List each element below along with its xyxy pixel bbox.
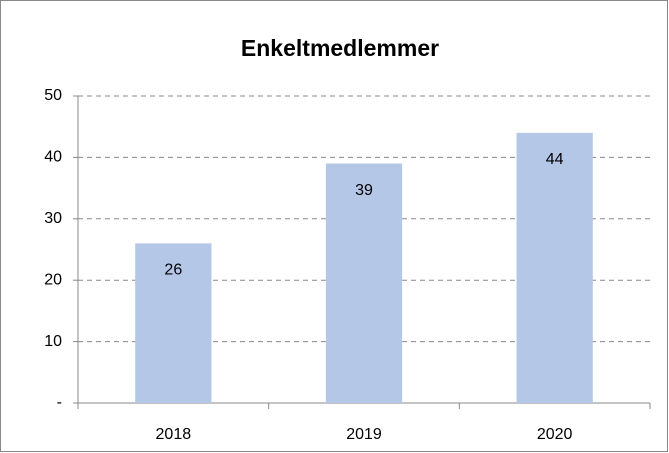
bar <box>135 243 212 403</box>
data-label: 26 <box>164 262 182 279</box>
data-label: 44 <box>546 151 564 168</box>
chart-title: Enkeltmedlemmer <box>241 35 439 61</box>
x-tick-label: 2020 <box>537 426 573 443</box>
y-tick-label: 10 <box>44 333 62 350</box>
bar <box>325 163 403 403</box>
x-tick-label: 2019 <box>346 426 382 443</box>
x-tick-label: 2018 <box>156 426 192 443</box>
data-label: 39 <box>355 182 373 199</box>
y-tick-label: 20 <box>44 271 62 288</box>
y-tick-label: 50 <box>44 87 62 104</box>
y-tick-label: 30 <box>44 210 62 227</box>
bar <box>516 132 593 403</box>
y-tick-label: - <box>57 394 62 411</box>
y-tick-label: 40 <box>44 149 62 166</box>
